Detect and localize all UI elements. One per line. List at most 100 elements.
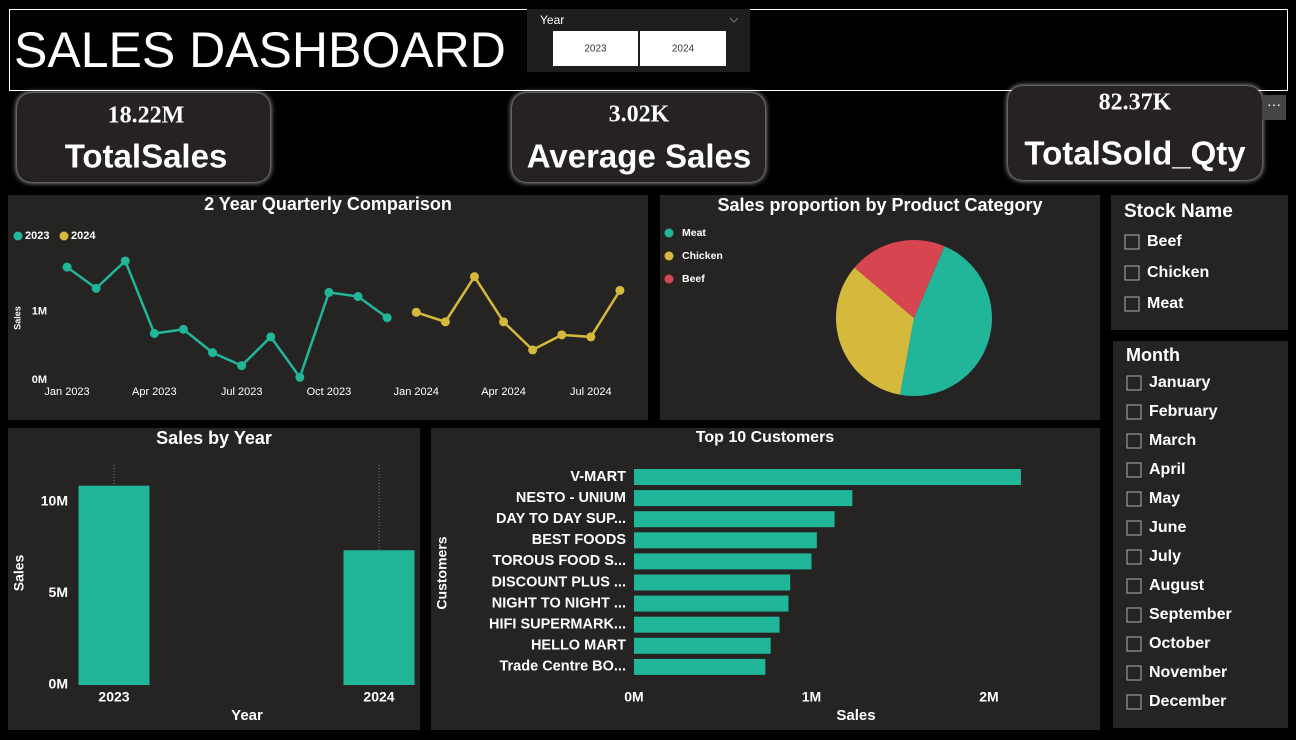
checkbox[interactable] — [1126, 404, 1142, 420]
kpi-label: TotalSold_Qty — [1024, 135, 1246, 172]
slicer-option[interactable]: January — [1149, 374, 1210, 391]
y-axis-label: Sales — [12, 306, 22, 330]
checkbox[interactable] — [1126, 694, 1142, 710]
checkbox[interactable] — [1126, 549, 1142, 565]
slicer-title: Month — [1126, 345, 1180, 365]
line-panel — [8, 195, 648, 420]
slicer-option[interactable]: 2023 — [584, 44, 607, 55]
data-point — [411, 307, 421, 317]
checkbox[interactable] — [1126, 462, 1142, 478]
checkbox[interactable] — [1126, 578, 1142, 594]
kpi-value: 18.22M — [108, 103, 185, 129]
data-point — [528, 345, 538, 355]
slicer-option[interactable]: August — [1149, 577, 1205, 594]
slicer-option[interactable]: November — [1149, 664, 1227, 681]
data-point — [120, 256, 130, 266]
checkbox[interactable] — [1126, 520, 1142, 536]
checkbox[interactable] — [1124, 296, 1140, 312]
data-point — [62, 262, 72, 272]
data-point — [295, 372, 305, 382]
kpi-value: 82.37K — [1099, 90, 1172, 116]
x-tick-label: 2024 — [363, 689, 394, 705]
checkbox[interactable] — [1124, 234, 1140, 250]
more-icon[interactable]: ⋯ — [1267, 97, 1281, 113]
y-tick-label: HIFI SUPERMARK... — [489, 617, 626, 633]
data-point — [208, 348, 218, 358]
legend-label: 2024 — [71, 230, 96, 242]
slicer-option[interactable]: July — [1149, 548, 1181, 565]
slicer-option[interactable]: September — [1149, 606, 1232, 623]
slicer-option[interactable]: June — [1149, 519, 1186, 536]
slicer-button[interactable] — [553, 31, 638, 66]
slicer-chevron[interactable] — [729, 17, 739, 23]
data-point — [440, 317, 450, 327]
bar — [634, 490, 853, 507]
checkbox[interactable] — [1126, 636, 1142, 652]
checkbox[interactable] — [1126, 433, 1142, 449]
kpi-label: Average Sales — [527, 138, 751, 175]
kpi-card — [512, 93, 765, 182]
y-tick-label: BEST FOODS — [532, 532, 627, 548]
slicer-title: Year — [540, 13, 564, 27]
x-tick-label: 2023 — [98, 689, 129, 705]
slicer-option[interactable]: 2024 — [672, 44, 695, 55]
legend-marker — [59, 231, 69, 241]
bar — [634, 637, 771, 654]
x-tick-label: 2M — [979, 689, 998, 705]
y-tick-label: NESTO - UNIUM — [516, 490, 626, 506]
bar — [634, 553, 812, 570]
chart-title: Sales by Year — [156, 428, 272, 448]
slicer-option[interactable]: Meat — [1147, 295, 1184, 312]
legend-marker — [664, 251, 674, 261]
checkbox[interactable] — [1124, 265, 1140, 281]
y-tick-label: TOROUS FOOD S... — [493, 553, 626, 569]
slicer-option[interactable]: February — [1149, 403, 1218, 420]
series-line — [415, 274, 622, 352]
checkbox[interactable] — [1126, 375, 1142, 391]
pie-slice — [835, 267, 914, 395]
slicer-option[interactable]: Beef — [1147, 233, 1182, 250]
y-tick-label: 0M — [49, 676, 68, 692]
checkbox[interactable] — [1126, 491, 1142, 507]
x-tick-label: 0M — [624, 689, 643, 705]
bar — [634, 616, 780, 633]
data-point — [557, 330, 567, 340]
data-point — [469, 272, 479, 282]
x-tick-label: Apr 2024 — [481, 386, 526, 398]
x-axis-label: Sales — [836, 707, 875, 724]
slicer-option[interactable]: May — [1149, 490, 1180, 507]
slicer-option[interactable]: December — [1149, 693, 1226, 710]
kpi-card — [1008, 86, 1262, 180]
kpi-card — [17, 93, 270, 182]
legend-label: Meat — [682, 227, 706, 239]
y-tick-label: 1M — [32, 305, 47, 317]
slicer-option[interactable]: October — [1149, 635, 1210, 652]
y-tick-label: 0M — [32, 374, 47, 386]
slicer-option[interactable]: March — [1149, 432, 1196, 449]
legend-label: 2023 — [25, 230, 49, 242]
more-options[interactable] — [1262, 95, 1286, 120]
checkbox[interactable] — [1126, 607, 1142, 623]
data-point — [382, 313, 392, 323]
bar — [634, 469, 1021, 485]
pie-slice — [899, 246, 992, 396]
y-tick-label: DAY TO DAY SUP... — [496, 511, 626, 527]
month-slicer — [1113, 341, 1288, 728]
slicer-option[interactable]: Chicken — [1147, 264, 1209, 281]
checkbox[interactable] — [1126, 665, 1142, 681]
data-point — [237, 361, 247, 371]
x-tick-label: 1M — [802, 689, 821, 705]
kpi-value: 3.02K — [609, 102, 670, 128]
kpi-label: TotalSales — [65, 138, 228, 175]
x-tick-label: Jul 2023 — [221, 386, 263, 398]
slicer-option[interactable]: April — [1149, 461, 1185, 478]
x-tick-label: Jan 2023 — [44, 386, 89, 398]
y-tick-label: 5M — [49, 584, 68, 600]
legend-label: Beef — [682, 273, 705, 285]
slicer-button[interactable] — [640, 31, 726, 66]
legend-marker — [13, 231, 23, 241]
legend-marker — [664, 274, 674, 284]
y-tick-label: DISCOUNT PLUS ... — [491, 574, 626, 590]
data-point — [499, 317, 509, 327]
